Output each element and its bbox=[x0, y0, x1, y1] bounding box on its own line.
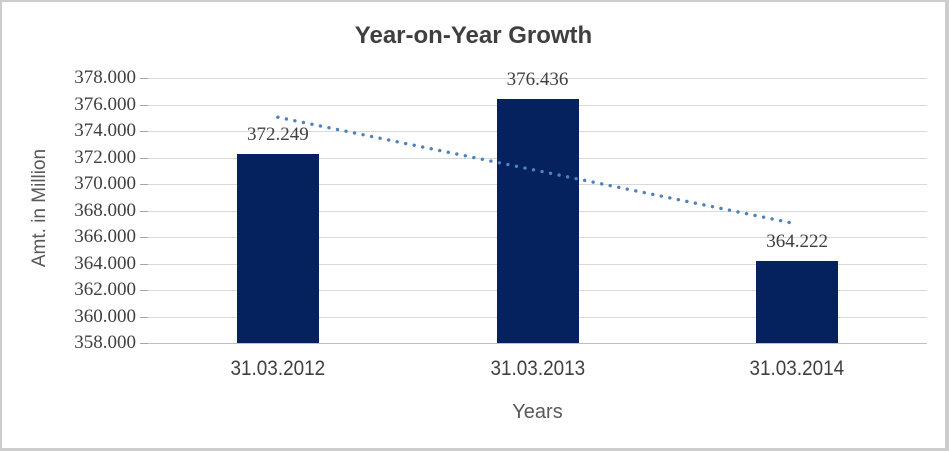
y-axis-tick-label: 358.000 bbox=[74, 332, 136, 353]
y-axis-tick bbox=[140, 184, 148, 185]
y-axis-tick-label: 374.000 bbox=[74, 120, 136, 141]
y-axis-tick-label: 362.000 bbox=[74, 279, 136, 300]
y-axis-tick-label: 372.000 bbox=[74, 147, 136, 168]
trendline-path[interactable] bbox=[276, 115, 799, 226]
bar-31.03.2013[interactable] bbox=[496, 98, 579, 343]
x-axis-category-label: 31.03.2012 bbox=[230, 357, 326, 380]
plot-area: 372.249 31.03.2012 376.436 31.03.2013 364.22… bbox=[140, 69, 927, 379]
x-axis-title: Years bbox=[512, 401, 563, 423]
chart-title: Year-on-Year Growth bbox=[354, 22, 593, 49]
y-axis-tick bbox=[140, 264, 148, 265]
y-axis-tick-label: 360.000 bbox=[74, 306, 136, 327]
y-axis-tick-label: 366.000 bbox=[74, 226, 136, 247]
y-axis-tick bbox=[140, 105, 148, 106]
y-axis-tick bbox=[140, 211, 148, 212]
y-axis-tick bbox=[140, 131, 148, 132]
x-axis-line bbox=[148, 343, 927, 344]
bar-value-label: 364.222 bbox=[766, 230, 829, 252]
bar-value-label: 376.436 bbox=[506, 68, 569, 90]
y-axis-tick bbox=[140, 158, 148, 159]
y-axis-tick-label: 370.000 bbox=[74, 173, 136, 194]
y-axis-tick bbox=[140, 78, 148, 79]
y-axis-tick bbox=[140, 343, 148, 344]
bar-31.03.2014[interactable] bbox=[756, 260, 839, 343]
bar-31.03.2012[interactable] bbox=[236, 154, 319, 343]
bar-value-label: 372.249 bbox=[246, 124, 309, 146]
x-axis-category-label: 31.03.2013 bbox=[490, 357, 585, 380]
y-axis-tick bbox=[140, 317, 148, 318]
y-axis-tick-label: 364.000 bbox=[74, 253, 136, 274]
y-axis-tick bbox=[140, 237, 148, 238]
trendline[interactable] bbox=[148, 78, 927, 343]
x-axis-category-label: 31.03.2014 bbox=[749, 357, 845, 380]
y-axis-tick-label: 376.000 bbox=[74, 94, 136, 115]
y-axis-tick-label: 368.000 bbox=[74, 200, 136, 221]
gridline bbox=[148, 78, 927, 79]
y-axis-tick-label: 378.000 bbox=[74, 67, 136, 88]
y-axis-tick bbox=[140, 290, 148, 291]
